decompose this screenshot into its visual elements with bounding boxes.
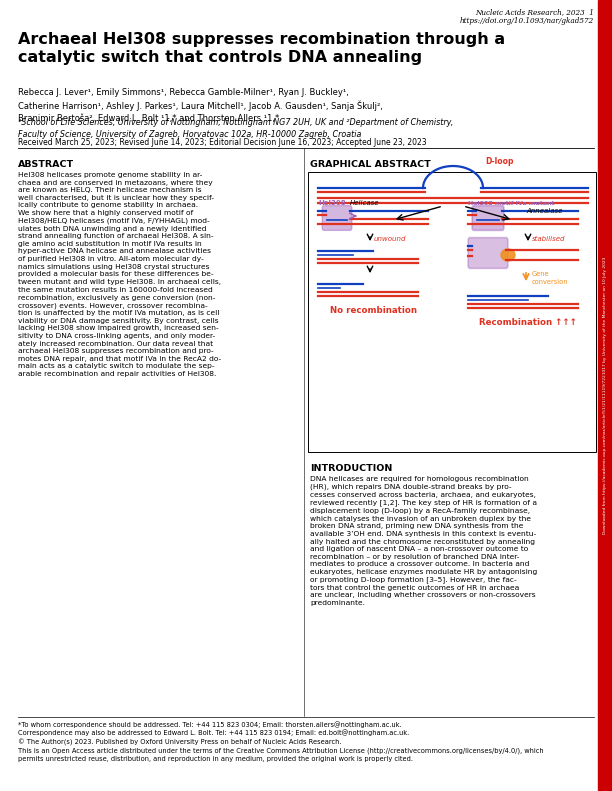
Text: D-loop: D-loop (485, 157, 513, 166)
Text: Nucleic Acids Research, 2023  1: Nucleic Acids Research, 2023 1 (475, 8, 594, 16)
Text: Downloaded from https://academic.oup.com/nar/article/51/21/11119/7221017 by Univ: Downloaded from https://academic.oup.com… (603, 257, 607, 534)
FancyBboxPatch shape (322, 206, 352, 230)
Text: Hel308: Hel308 (318, 200, 346, 206)
Text: https://doi.org/10.1093/nar/gkad572: https://doi.org/10.1093/nar/gkad572 (460, 17, 594, 25)
FancyBboxPatch shape (468, 237, 508, 268)
Text: Rebecca J. Lever¹, Emily Simmons¹, Rebecca Gamble-Milner¹, Ryan J. Buckley¹,
Cat: Rebecca J. Lever¹, Emily Simmons¹, Rebec… (18, 88, 383, 123)
Text: DNA helicases are required for homologous recombination
(HR), which repairs DNA : DNA helicases are required for homologou… (310, 476, 537, 606)
Text: © The Author(s) 2023. Published by Oxford University Press on behalf of Nucleic : © The Author(s) 2023. Published by Oxfor… (18, 739, 543, 762)
Text: Archaeal Hel308 suppresses recombination through a
catalytic switch that control: Archaeal Hel308 suppresses recombination… (18, 32, 505, 65)
Bar (308, 172, 596, 452)
Text: No recombination: No recombination (329, 306, 417, 315)
Text: GRAPHICAL ABSTRACT: GRAPHICAL ABSTRACT (310, 160, 431, 169)
FancyBboxPatch shape (472, 206, 504, 230)
Text: ¹School of Life Sciences, University of Nottingham, Nottingham NG7 2UH, UK and ²: ¹School of Life Sciences, University of … (18, 118, 453, 138)
Text: ABSTRACT: ABSTRACT (18, 160, 74, 169)
Text: INTRODUCTION: INTRODUCTION (310, 464, 392, 473)
Text: Received March 25, 2023; Revised June 14, 2023; Editorial Decision June 16, 2023: Received March 25, 2023; Revised June 14… (18, 138, 427, 147)
Text: unwound: unwound (374, 236, 406, 242)
Ellipse shape (501, 249, 515, 261)
Text: Recombination ↑↑↑: Recombination ↑↑↑ (479, 318, 577, 327)
Text: stabilised: stabilised (532, 236, 565, 242)
Text: Hel308 motif IVa mutant: Hel308 motif IVa mutant (468, 201, 554, 206)
Text: Helicase: Helicase (350, 200, 379, 206)
Text: Annealase: Annealase (526, 208, 562, 214)
Text: Gene
conversion: Gene conversion (532, 271, 569, 285)
Bar (598, 0, 612, 791)
Text: *To whom correspondence should be addressed. Tel: +44 115 823 0304; Email: thors: *To whom correspondence should be addres… (18, 721, 409, 736)
Text: Hel308 helicases promote genome stability in ar-
chaea and are conserved in meta: Hel308 helicases promote genome stabilit… (18, 172, 222, 377)
